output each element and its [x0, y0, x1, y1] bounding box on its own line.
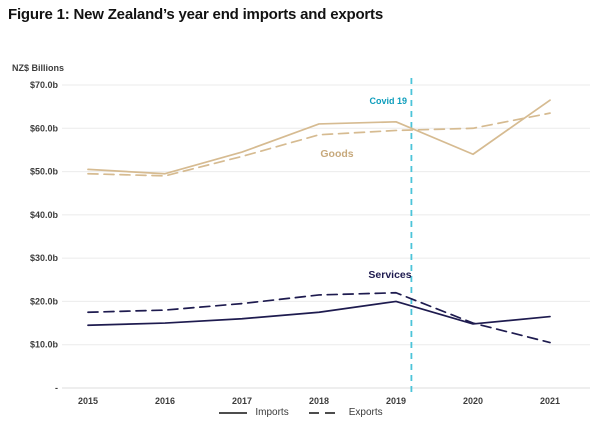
legend-label-imports: Imports — [255, 407, 289, 418]
exports-dashed-line-icon — [308, 411, 341, 414]
services-annotation: Services — [368, 269, 411, 281]
series-line-goods-exports — [87, 112, 551, 177]
y-tick-label: - — [55, 383, 58, 393]
x-tick-label: 2018 — [309, 396, 329, 406]
y-tick-label: $40.0b — [30, 210, 59, 220]
x-tick-label: 2017 — [232, 396, 252, 406]
figure-title: Figure 1: New Zealand’s year end imports… — [8, 6, 383, 23]
chart-legend: Imports Exports — [0, 407, 600, 418]
x-tick-label: 2019 — [386, 396, 406, 406]
imports-solid-line-icon — [219, 411, 248, 414]
legend-item-exports: Exports — [307, 407, 383, 418]
x-tick-label: 2016 — [155, 396, 175, 406]
y-tick-label: $60.0b — [30, 123, 59, 133]
x-tick-label: 2015 — [78, 396, 98, 406]
y-tick-label: $70.0b — [30, 80, 59, 90]
y-tick-label: $10.0b — [30, 340, 59, 350]
covid-annotation: Covid 19 — [369, 96, 407, 106]
x-tick-label: 2021 — [540, 396, 560, 406]
y-tick-label: $50.0b — [30, 167, 59, 177]
goods-annotation: Goods — [320, 148, 353, 160]
y-tick-label: $20.0b — [30, 296, 59, 306]
x-tick-label: 2020 — [463, 396, 483, 406]
series-line-services-imports — [87, 300, 551, 327]
series-line-services-exports — [87, 291, 551, 344]
legend-label-exports: Exports — [348, 407, 383, 418]
y-tick-label: $30.0b — [30, 253, 59, 263]
series-line-goods-imports — [87, 99, 551, 175]
legend-item-imports: Imports — [217, 407, 289, 418]
y-axis-label: NZ$ Billions — [12, 63, 64, 73]
